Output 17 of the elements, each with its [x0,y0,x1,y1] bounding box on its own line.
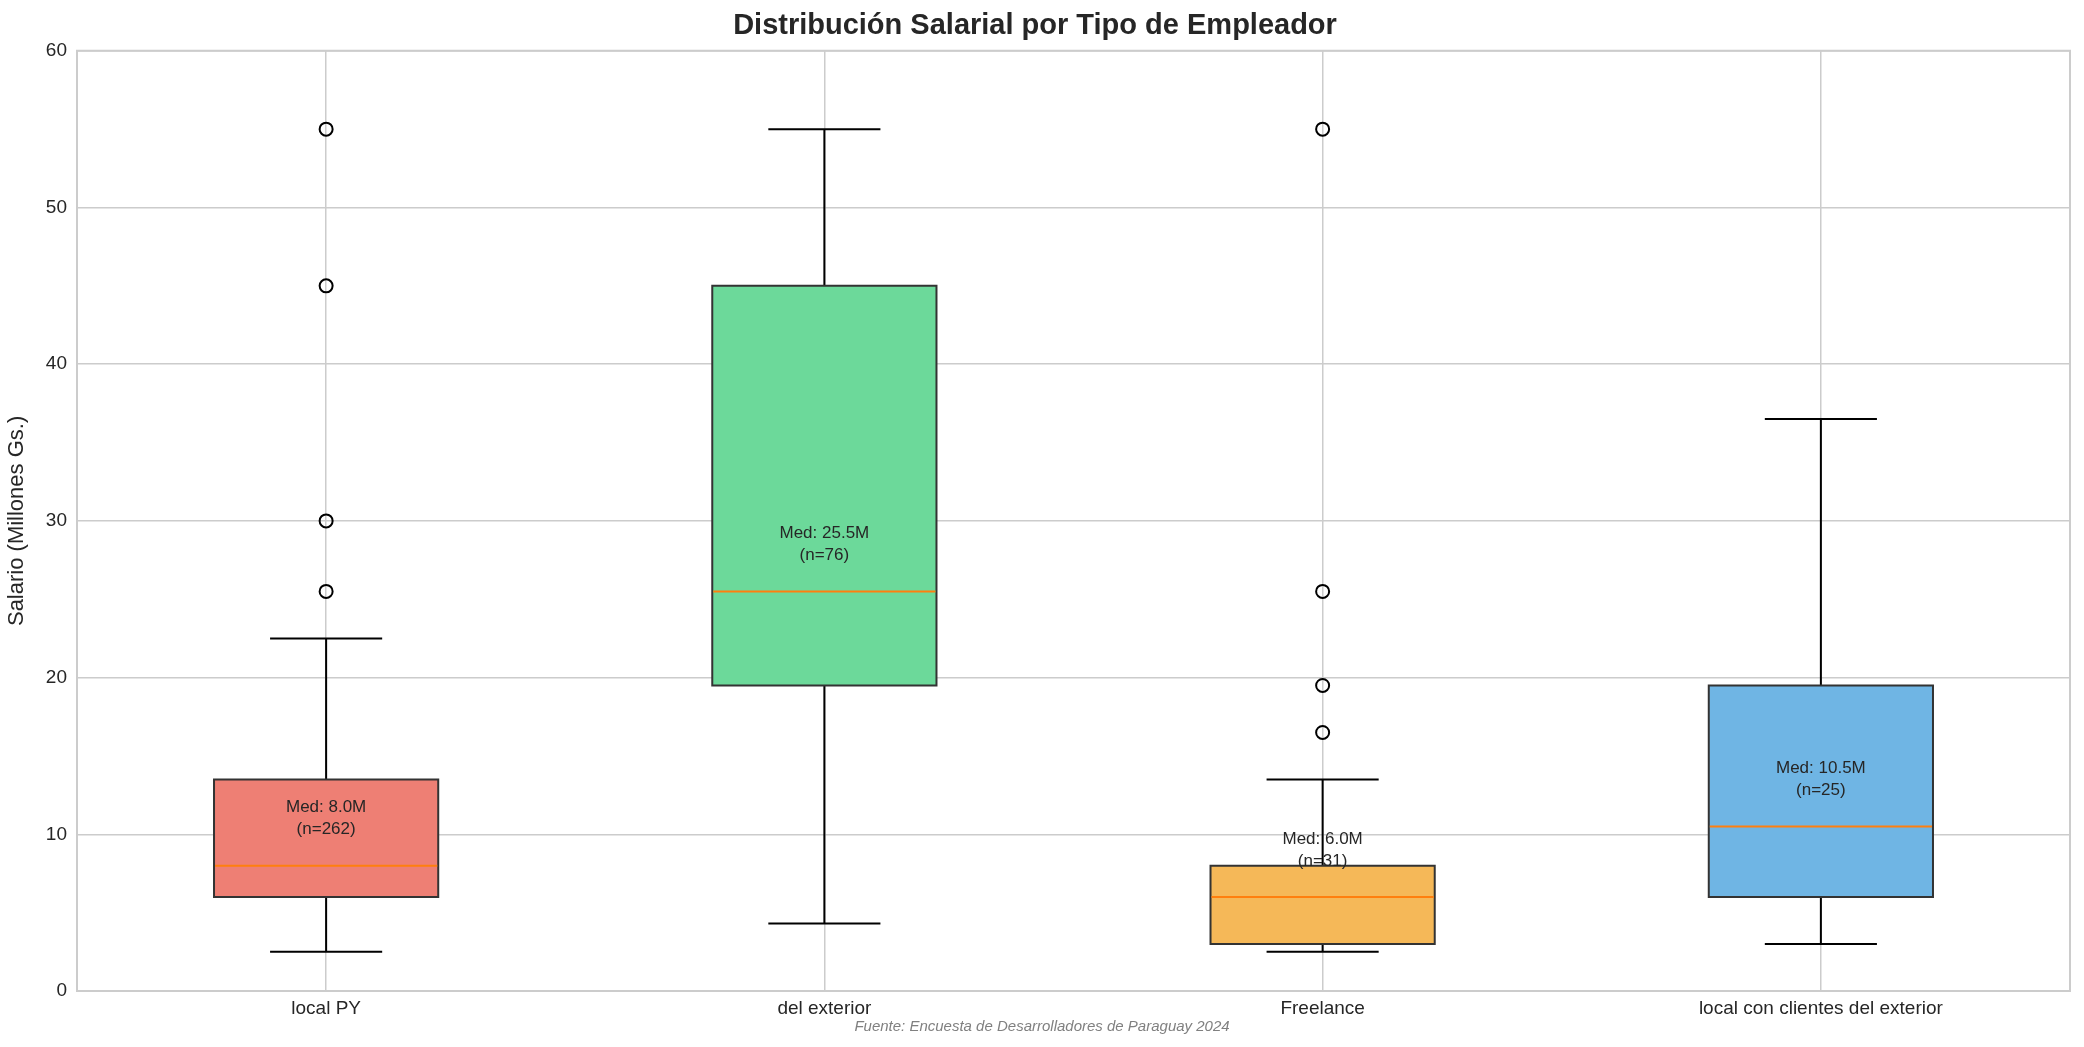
y-tick-label: 30 [45,509,67,531]
annotation: Med: 8.0M (n=262) [285,797,367,839]
y-tick-label: 0 [56,979,67,1001]
y-tick-label: 10 [45,822,67,844]
chart-title: Distribución Salarial por Tipo de Empleador [733,8,1337,41]
y-tick-label: 50 [45,195,67,217]
y-tick-label: 40 [45,352,67,374]
source-note: Fuente: Encuesta de Desarrolladores de Paraguay 2024 [854,1017,1230,1035]
y-axis-title: Salario (Millones Gs.) [3,415,29,627]
x-tick-label: local PY [291,996,362,1018]
annotation: Med: 10.5M (n=25) [1775,758,1866,800]
y-tick-label: 60 [45,39,67,61]
x-tick-label: local con clientes del exterior [1698,996,1944,1018]
annotation: Med: 25.5M (n=76) [779,523,870,565]
x-tick-label: Freelance [1280,996,1365,1018]
y-tick-label: 20 [45,665,67,687]
x-tick-label: del exterior [777,996,873,1018]
